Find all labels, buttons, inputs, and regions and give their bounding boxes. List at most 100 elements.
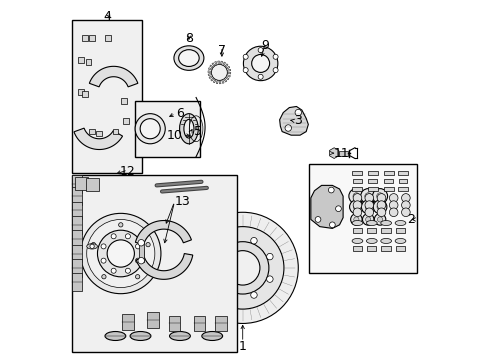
Text: 4: 4	[103, 10, 111, 23]
Circle shape	[388, 201, 397, 210]
Circle shape	[187, 212, 298, 323]
Bar	[89, 129, 95, 134]
Bar	[367, 179, 377, 183]
Circle shape	[376, 208, 385, 217]
Bar	[122, 314, 133, 329]
Circle shape	[376, 194, 385, 202]
Bar	[89, 36, 95, 41]
Ellipse shape	[86, 244, 97, 249]
Circle shape	[145, 243, 150, 247]
Bar	[72, 273, 82, 291]
Text: 13: 13	[174, 195, 190, 208]
Circle shape	[335, 206, 341, 212]
Text: 8: 8	[184, 32, 193, 45]
Circle shape	[360, 189, 375, 204]
Text: 1: 1	[238, 340, 246, 353]
Bar	[72, 175, 82, 193]
Circle shape	[350, 214, 362, 225]
Bar	[72, 230, 82, 248]
Bar	[123, 118, 129, 124]
Text: 3: 3	[293, 114, 301, 127]
Bar	[367, 171, 377, 175]
Circle shape	[362, 214, 373, 225]
Polygon shape	[222, 62, 225, 66]
Circle shape	[348, 189, 363, 204]
Circle shape	[86, 220, 155, 288]
Polygon shape	[224, 64, 227, 67]
Polygon shape	[225, 66, 229, 69]
Bar	[352, 171, 362, 175]
Circle shape	[125, 268, 130, 273]
Bar	[168, 316, 180, 331]
Ellipse shape	[183, 120, 194, 138]
Text: 11: 11	[333, 147, 348, 159]
Circle shape	[140, 119, 160, 139]
Circle shape	[201, 226, 284, 309]
Circle shape	[138, 257, 144, 264]
Ellipse shape	[351, 238, 362, 243]
Bar	[72, 244, 82, 262]
Bar	[398, 179, 407, 183]
Bar	[338, 150, 347, 156]
Ellipse shape	[394, 221, 405, 226]
Bar	[308, 164, 416, 273]
Polygon shape	[220, 61, 222, 65]
Bar	[381, 246, 390, 251]
Polygon shape	[210, 78, 214, 81]
Circle shape	[228, 238, 234, 244]
Circle shape	[258, 48, 263, 53]
Bar	[381, 228, 390, 233]
Circle shape	[373, 214, 385, 225]
Polygon shape	[89, 66, 138, 87]
Circle shape	[376, 201, 385, 210]
Circle shape	[328, 187, 333, 193]
Ellipse shape	[174, 46, 203, 70]
Polygon shape	[217, 61, 219, 64]
Ellipse shape	[179, 114, 198, 144]
Circle shape	[365, 217, 370, 222]
Ellipse shape	[366, 238, 376, 243]
Circle shape	[352, 208, 361, 217]
Polygon shape	[216, 80, 218, 84]
Circle shape	[376, 204, 382, 210]
Circle shape	[111, 268, 116, 273]
Circle shape	[102, 275, 106, 279]
Text: 12: 12	[120, 165, 136, 177]
Circle shape	[285, 125, 291, 131]
Circle shape	[250, 238, 257, 244]
Circle shape	[125, 234, 130, 239]
Circle shape	[225, 251, 260, 285]
Polygon shape	[213, 79, 216, 83]
Bar	[367, 187, 377, 191]
Circle shape	[352, 193, 359, 199]
Bar	[72, 202, 82, 220]
Circle shape	[101, 244, 106, 249]
Ellipse shape	[169, 332, 190, 341]
Circle shape	[314, 217, 320, 222]
Ellipse shape	[105, 332, 125, 341]
Bar	[352, 228, 362, 233]
Bar	[352, 179, 361, 183]
Circle shape	[388, 194, 397, 202]
Bar	[383, 171, 393, 175]
Circle shape	[365, 204, 370, 210]
Bar	[72, 259, 82, 277]
Circle shape	[364, 201, 373, 210]
Circle shape	[135, 275, 140, 279]
Bar	[72, 216, 82, 234]
Circle shape	[266, 253, 272, 260]
Circle shape	[401, 194, 409, 202]
Circle shape	[266, 276, 272, 282]
Circle shape	[272, 54, 278, 59]
Polygon shape	[226, 75, 230, 77]
Bar	[194, 316, 205, 331]
Bar	[72, 175, 237, 352]
Polygon shape	[225, 77, 228, 80]
Circle shape	[250, 292, 257, 298]
Bar	[352, 246, 362, 251]
Bar	[147, 312, 159, 328]
Circle shape	[372, 200, 386, 214]
Circle shape	[243, 46, 277, 81]
Bar	[397, 187, 407, 191]
Circle shape	[81, 213, 161, 294]
